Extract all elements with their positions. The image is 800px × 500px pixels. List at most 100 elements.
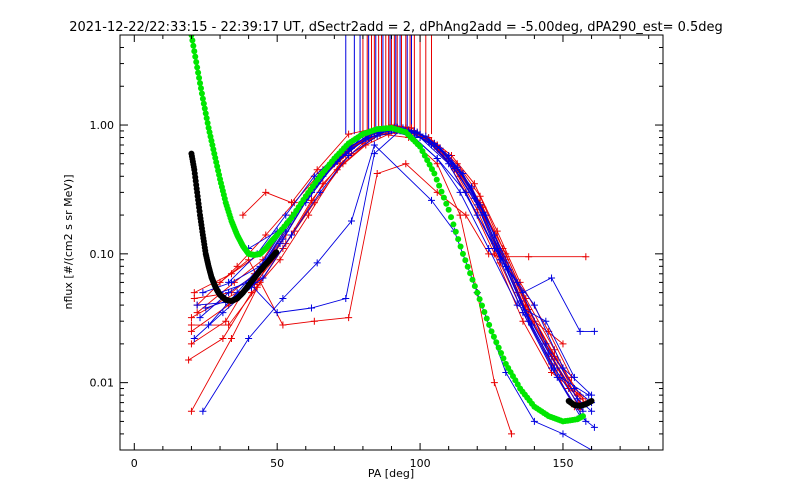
y-tick-label: 0.01 xyxy=(90,377,115,390)
data-point xyxy=(428,196,436,204)
fit-point xyxy=(194,64,201,71)
data-point xyxy=(342,295,350,303)
series-blue-17 xyxy=(202,127,593,399)
data-point xyxy=(573,395,581,403)
green-fit-curve xyxy=(188,35,586,425)
x-axis-label: PA [deg] xyxy=(368,467,414,480)
fit-point xyxy=(203,115,210,122)
series-line xyxy=(191,127,587,403)
series-red-8 xyxy=(190,123,584,408)
data-point xyxy=(245,335,253,343)
data-point xyxy=(187,327,195,335)
data-point xyxy=(576,327,584,335)
x-tick-label: 150 xyxy=(552,457,573,470)
data-point xyxy=(456,188,464,196)
fit-point xyxy=(421,152,428,159)
data-point xyxy=(516,297,524,305)
fit-point xyxy=(426,161,433,168)
fit-point xyxy=(428,166,435,173)
y-tick-label: 1.00 xyxy=(90,119,115,132)
data-point xyxy=(347,144,355,152)
fit-point xyxy=(431,170,438,177)
fit-point xyxy=(481,309,488,316)
fit-point xyxy=(197,85,204,92)
series-red-7 xyxy=(187,126,587,403)
series-red-1 xyxy=(187,124,590,407)
data-point xyxy=(313,259,321,267)
data-point xyxy=(187,340,195,348)
series-red-6 xyxy=(193,124,584,413)
fit-point xyxy=(493,339,500,346)
fit-point xyxy=(190,42,197,49)
data-point xyxy=(445,160,453,168)
data-point xyxy=(490,379,498,387)
data-point xyxy=(556,373,564,381)
fit-point xyxy=(193,59,200,66)
data-point xyxy=(345,152,353,160)
series-line xyxy=(194,126,581,405)
data-point xyxy=(276,256,284,264)
fit-point xyxy=(479,302,485,309)
fit-point xyxy=(467,270,474,277)
data-point xyxy=(225,289,233,297)
data-point xyxy=(468,183,476,191)
series-blue-19 xyxy=(216,124,598,335)
data-point xyxy=(185,356,193,364)
series-red-4 xyxy=(185,126,576,381)
data-point xyxy=(433,154,441,162)
data-point xyxy=(525,253,533,261)
data-point xyxy=(542,317,550,325)
fit-point xyxy=(273,249,280,256)
fit-point xyxy=(189,37,196,44)
data-point xyxy=(548,274,556,282)
data-point xyxy=(570,385,578,393)
data-point xyxy=(279,295,287,303)
fit-point xyxy=(445,206,452,213)
data-point xyxy=(225,321,233,329)
data-point xyxy=(590,423,598,431)
data-point xyxy=(225,278,233,286)
series-line xyxy=(248,129,592,396)
fit-point xyxy=(440,194,447,201)
data-point xyxy=(559,340,567,348)
data-point xyxy=(310,317,318,325)
fit-point xyxy=(486,321,493,328)
series-line xyxy=(208,128,592,403)
fit-point xyxy=(500,355,507,362)
x-tick-label: 100 xyxy=(410,457,431,470)
data-point xyxy=(588,391,596,399)
data-point xyxy=(219,335,227,343)
data-point xyxy=(222,317,230,325)
data-point xyxy=(305,211,313,219)
data-point xyxy=(196,314,204,322)
fit-point xyxy=(498,350,505,357)
series-line xyxy=(196,131,581,396)
x-tick-label: 0 xyxy=(131,457,138,470)
series-line xyxy=(219,127,595,332)
data-point xyxy=(445,152,453,160)
data-point xyxy=(347,217,355,225)
data-point xyxy=(239,211,247,219)
fit-point xyxy=(452,228,459,235)
data-point xyxy=(422,132,430,140)
data-point xyxy=(559,364,567,372)
data-point xyxy=(508,430,516,438)
fit-point xyxy=(488,328,495,335)
data-point xyxy=(513,301,521,309)
axes: 0 50 100 150 0.01 0.10 1.00 xyxy=(90,34,663,470)
chart-title: 2021-12-22/22:33:15 - 22:39:17 UT, dSect… xyxy=(69,20,723,35)
fit-point xyxy=(469,276,476,283)
fit-point xyxy=(424,157,431,164)
data-point xyxy=(490,231,498,239)
fit-point xyxy=(459,250,466,257)
data-point xyxy=(282,211,290,219)
data-point xyxy=(313,166,321,174)
series-red-2 xyxy=(187,124,578,411)
data-point xyxy=(199,407,207,415)
fit-point xyxy=(201,105,208,112)
data-point xyxy=(319,180,327,188)
data-point xyxy=(502,262,510,270)
series-blue-22 xyxy=(245,126,596,399)
x-tick-label: 50 xyxy=(270,457,284,470)
